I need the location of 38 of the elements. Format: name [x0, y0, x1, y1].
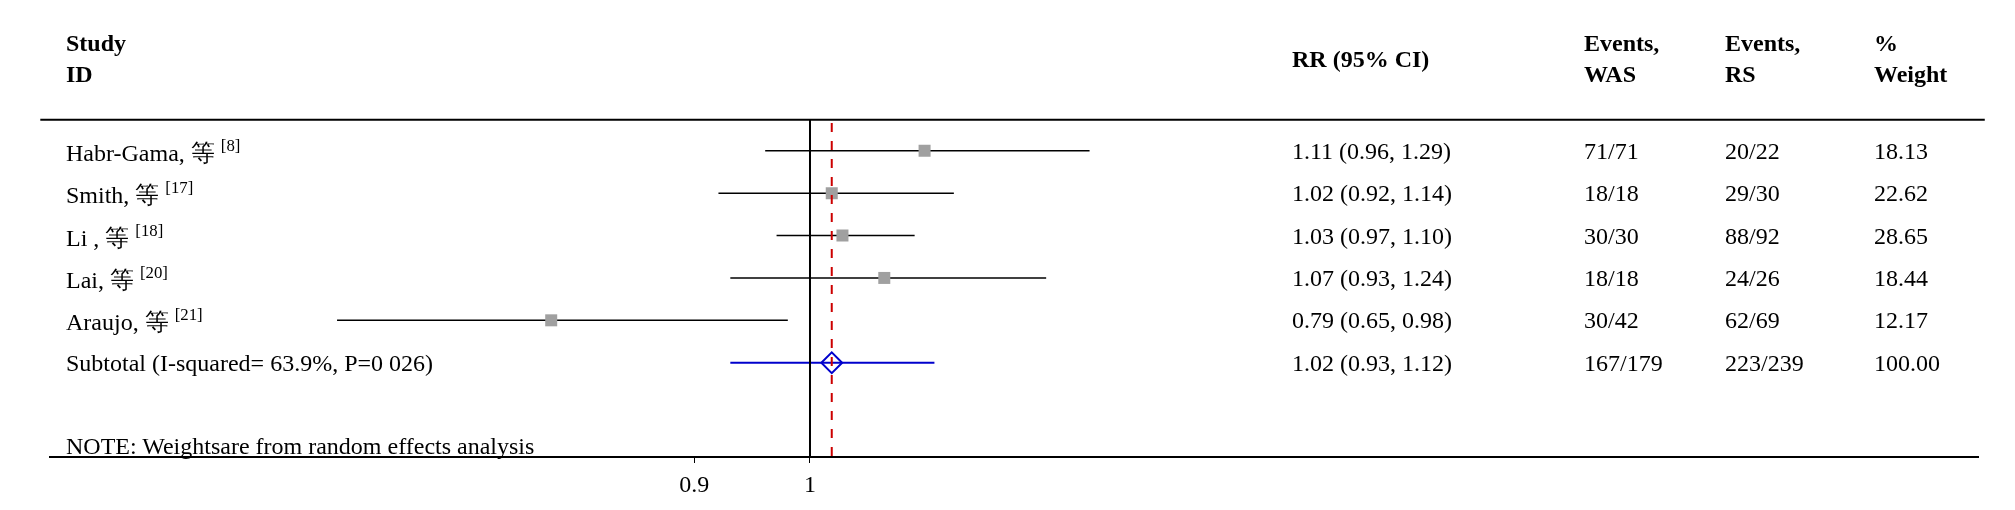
- annotation: 18/18: [1584, 180, 1639, 206]
- annotation: 28.65: [1874, 223, 1928, 249]
- x-tick-label: 1: [804, 470, 816, 497]
- annotation: 18.44: [1874, 265, 1928, 291]
- annotation: 18/18: [1584, 265, 1639, 291]
- y-tick-label: Li , 等 $^{[18]}$: [66, 221, 164, 252]
- annotation: 20/22: [1725, 138, 1780, 164]
- text: Study ID: [66, 30, 127, 88]
- annotation: 62/69: [1725, 307, 1780, 333]
- annotation: 223/239: [1725, 350, 1804, 376]
- annotation: 71/71: [1584, 138, 1639, 164]
- annotation: 1.11 (0.96, 1.29): [1292, 138, 1452, 164]
- text: Events, RS: [1725, 30, 1801, 88]
- annotation: 1.02 (0.93, 1.12): [1292, 350, 1452, 376]
- annotation: 29/30: [1725, 180, 1780, 206]
- y-tick-label: Subtotal (I-squared= 63.9%, P=0 026): [66, 350, 434, 376]
- annotation: 1.02 (0.92, 1.14): [1292, 180, 1452, 206]
- y-tick-label: Smith, 等 $^{[17]}$: [66, 178, 194, 209]
- x-tick-label: 0.9: [679, 470, 710, 497]
- annotation: 0.79 (0.65, 0.98): [1292, 307, 1452, 333]
- text: Events, WAS: [1584, 30, 1660, 88]
- annotation: 18.13: [1874, 138, 1928, 164]
- annotation: 167/179: [1584, 350, 1663, 376]
- annotation: 30/42: [1584, 307, 1639, 333]
- annotation: 22.62: [1874, 180, 1928, 206]
- annotation: 88/92: [1725, 223, 1780, 249]
- annotation: 30/30: [1584, 223, 1639, 249]
- text: % Weight: [1874, 30, 1948, 88]
- y-tick-label: Araujo, 等 $^{[21]}$: [66, 305, 203, 336]
- text: NOTE: Weightsare from random effects analysis: [66, 433, 535, 459]
- annotation: 24/26: [1725, 265, 1780, 291]
- y-tick-label: Habr-Gama, 等 $^{[8]}$: [66, 136, 241, 167]
- annotation: 1.07 (0.93, 1.24): [1292, 265, 1452, 291]
- annotation: 12.17: [1874, 307, 1928, 333]
- annotation: 100.00: [1874, 350, 1940, 376]
- annotation: 1.03 (0.97, 1.10): [1292, 223, 1452, 249]
- y-tick-label: Lai, 等 $^{[20]}$: [66, 263, 168, 294]
- text: RR (95% CI): [1292, 46, 1430, 72]
